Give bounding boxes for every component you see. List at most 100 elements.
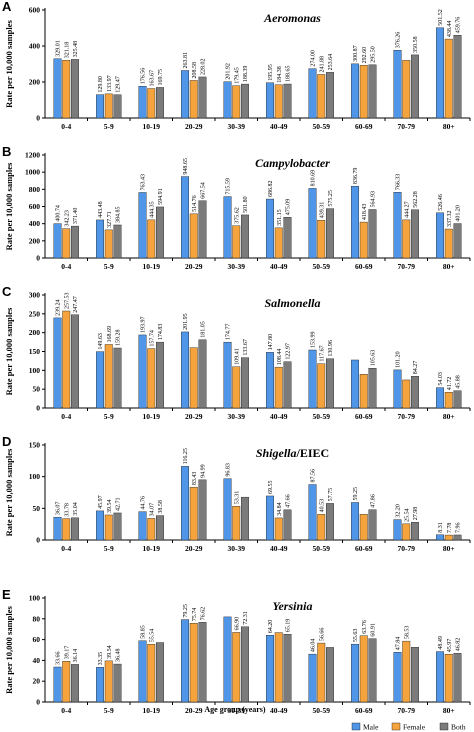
x-tick-label: 5-9 (104, 262, 114, 271)
data-label: 46.82 (455, 638, 461, 652)
bar-female (189, 213, 198, 259)
bar-male (436, 27, 444, 119)
bar-female (444, 228, 453, 259)
bar-female (317, 74, 326, 119)
bar-female (317, 220, 326, 259)
bar-male (138, 192, 147, 259)
x-tick-label: 80+ (443, 544, 455, 553)
data-label: 208.58 (192, 62, 198, 79)
data-label: 122.97 (285, 343, 291, 360)
x-tick-label: 10-19 (143, 262, 161, 271)
data-label: 327.71 (107, 211, 113, 228)
x-tick-label: 30-39 (228, 122, 246, 131)
bar-both (198, 200, 207, 259)
bar-both (198, 479, 207, 541)
data-label: 163.67 (149, 70, 155, 87)
y-tick-label: 0 (36, 536, 40, 545)
y-axis-label: Rate per 10,000 samples (4, 605, 14, 693)
bar-male (181, 466, 190, 541)
bar-male (181, 70, 190, 119)
bar-female (147, 518, 156, 541)
bar-male (53, 58, 62, 119)
data-label: 836.79 (353, 168, 359, 185)
bar-female (189, 486, 198, 541)
bar-male (266, 82, 274, 119)
data-label: 594.91 (158, 188, 164, 205)
bar-male (138, 86, 147, 119)
bar-both (70, 517, 79, 541)
bar-both (368, 209, 377, 259)
bar-both (70, 314, 79, 409)
bar-both (70, 225, 79, 259)
y-axis-label: Rate per 10,000 samples (4, 448, 14, 536)
data-label: 766.33 (396, 174, 402, 191)
data-label: 948.65 (183, 158, 189, 175)
y-tick-label: 400 (29, 42, 41, 51)
x-tick-label: 0-4 (61, 706, 71, 715)
bar-male (53, 666, 62, 703)
bar-both (368, 368, 377, 409)
data-label: 69.55 (268, 480, 274, 494)
bar-male (223, 341, 232, 409)
data-label: 36.14 (73, 649, 79, 663)
bar-female (274, 227, 283, 259)
data-label: 44.76 (141, 496, 147, 510)
bar-both (240, 626, 249, 703)
data-label: 96.83 (226, 463, 232, 477)
x-tick-label: 5-9 (104, 544, 114, 553)
bar-both (240, 496, 249, 541)
y-tick-label: 40 (33, 656, 41, 665)
bar-female (189, 80, 198, 119)
bar-female (359, 635, 368, 703)
data-label: 40.53 (319, 499, 325, 513)
data-label: 564.93 (370, 191, 376, 208)
x-tick-label: 20-29 (185, 262, 203, 271)
bar-both (113, 224, 122, 259)
x-tick-label: 70-79 (398, 262, 416, 271)
bar-male (181, 176, 190, 259)
data-label: 295.50 (370, 46, 376, 63)
data-label: 575.25 (328, 190, 334, 207)
bar-female (359, 221, 368, 259)
bar-male (223, 196, 232, 259)
data-label: 34.84 (277, 502, 283, 516)
data-label: 342.23 (64, 210, 70, 227)
x-tick-label: 70-79 (398, 412, 416, 421)
data-label: 459.76 (455, 17, 461, 34)
bar-female (104, 344, 113, 409)
data-label: 47.66 (285, 494, 291, 508)
data-label: 33.78 (64, 503, 70, 517)
bar-both (155, 206, 164, 259)
y-axis-label: Rate per 10,000 samples (4, 19, 14, 107)
bar-female (274, 84, 283, 119)
x-tick-label: 40-49 (270, 706, 288, 715)
data-label: 108.44 (277, 349, 283, 366)
x-tick-label: 5-9 (104, 412, 114, 421)
data-label: 32.20 (396, 504, 402, 518)
data-label: 401.20 (455, 205, 461, 222)
data-label: 810.69 (311, 170, 317, 187)
x-tick-label: 20-29 (185, 706, 203, 715)
data-label: 475.09 (285, 199, 291, 216)
bar-male (308, 349, 317, 409)
data-label: 241.88 (319, 56, 325, 73)
bar-male (393, 192, 402, 259)
bar-both (368, 638, 377, 703)
legend-label-both: Both (451, 723, 466, 732)
data-label: 501.52 (438, 9, 444, 26)
bar-male (96, 351, 105, 409)
y-tick-label: 50 (33, 504, 41, 513)
data-label: 168.69 (107, 326, 113, 343)
x-tick-label: 50-59 (313, 544, 331, 553)
bar-male (308, 484, 317, 541)
bar-female (232, 225, 241, 259)
data-label: 371.40 (73, 208, 79, 225)
bar-both (113, 512, 122, 541)
data-label: 58.53 (404, 626, 410, 640)
bar-both (411, 209, 419, 259)
bar-female (274, 366, 283, 409)
data-label: 257.53 (64, 292, 70, 309)
data-label: 39.54 (107, 499, 113, 513)
bar-both (453, 223, 462, 259)
data-label: 188.39 (243, 66, 249, 83)
